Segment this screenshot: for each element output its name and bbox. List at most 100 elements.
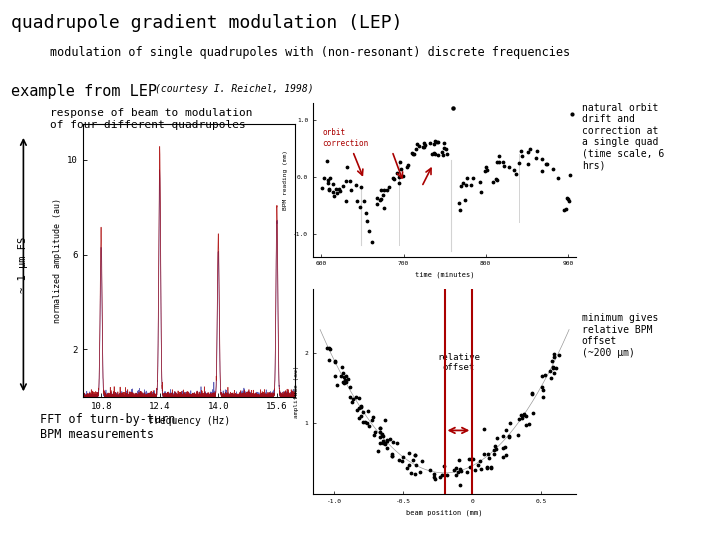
Point [377, 191, 389, 199]
Point [382, 436, 393, 444]
Point [339, 375, 351, 384]
Point [378, 204, 390, 212]
Point [382, 186, 393, 194]
Point [500, 426, 511, 435]
Point [355, 202, 366, 211]
Point [503, 163, 514, 171]
Point [432, 138, 444, 146]
Point [518, 411, 530, 420]
Point [323, 356, 335, 364]
Y-axis label: amplitude (au): amplitude (au) [294, 365, 299, 418]
Point [562, 195, 574, 204]
Point [381, 436, 392, 445]
Point [359, 417, 371, 426]
Point [387, 437, 398, 446]
Point [467, 173, 479, 182]
Point [419, 140, 431, 149]
Point [369, 430, 380, 439]
Point [317, 184, 328, 192]
Point [341, 378, 352, 387]
Point [325, 345, 336, 353]
Point [379, 438, 390, 447]
Point [331, 381, 343, 389]
Point [336, 362, 348, 371]
Point [397, 172, 408, 180]
Point [482, 165, 493, 174]
Point [549, 350, 560, 359]
Point [364, 422, 375, 430]
Point [414, 468, 426, 476]
Point [453, 198, 464, 207]
Point [498, 158, 509, 166]
Point [513, 414, 525, 423]
Point [329, 357, 341, 366]
Point [321, 343, 333, 352]
Point [464, 462, 476, 471]
Point [485, 462, 496, 471]
Point [354, 404, 365, 413]
Point [322, 179, 333, 187]
Point [321, 157, 333, 166]
Point [498, 444, 509, 453]
Point [461, 174, 472, 183]
Point [515, 411, 526, 420]
Point [340, 372, 351, 380]
Point [467, 455, 479, 463]
Point [409, 469, 420, 478]
Point [564, 171, 576, 179]
Text: quadrupole gradient modulation (LEP): quadrupole gradient modulation (LEP) [11, 14, 402, 31]
Point [323, 185, 335, 193]
Point [472, 461, 484, 470]
Point [520, 420, 531, 429]
Point [536, 372, 547, 380]
Point [366, 238, 378, 247]
Point [356, 401, 367, 410]
Point [428, 140, 440, 149]
Point [403, 461, 415, 470]
Point [372, 447, 384, 455]
Point [375, 195, 387, 204]
Point [493, 157, 505, 166]
Point [480, 166, 491, 175]
Text: FFT of turn-by-turn
BPM measurements: FFT of turn-by-turn BPM measurements [40, 413, 175, 441]
Point [489, 442, 500, 451]
Point [434, 473, 446, 482]
Point [409, 450, 420, 459]
Point [489, 449, 500, 458]
Point [397, 453, 409, 462]
Point [401, 163, 413, 171]
Point [377, 431, 389, 440]
Point [347, 395, 359, 403]
Point [374, 438, 386, 447]
Point [438, 139, 450, 148]
Point [559, 206, 570, 214]
Point [397, 456, 408, 465]
Point [475, 187, 487, 196]
Point [364, 226, 375, 235]
Point [323, 186, 335, 195]
Point [498, 432, 509, 441]
Point [453, 456, 464, 464]
Point [491, 434, 503, 443]
Point [498, 161, 510, 170]
Point [449, 465, 460, 474]
Point [500, 450, 512, 459]
Point [344, 393, 356, 401]
Point [548, 363, 559, 372]
Point [333, 184, 345, 193]
Point [437, 151, 449, 159]
Point [513, 159, 525, 167]
Point [483, 454, 495, 462]
Point [425, 138, 436, 147]
Point [386, 449, 397, 458]
Point [553, 351, 564, 360]
Point [566, 110, 577, 118]
Point [411, 140, 423, 149]
Point [455, 467, 467, 476]
Point [357, 417, 369, 426]
Point [345, 177, 356, 186]
Point [335, 372, 346, 381]
Point [387, 451, 398, 460]
Point [492, 158, 503, 167]
Point [454, 206, 466, 214]
